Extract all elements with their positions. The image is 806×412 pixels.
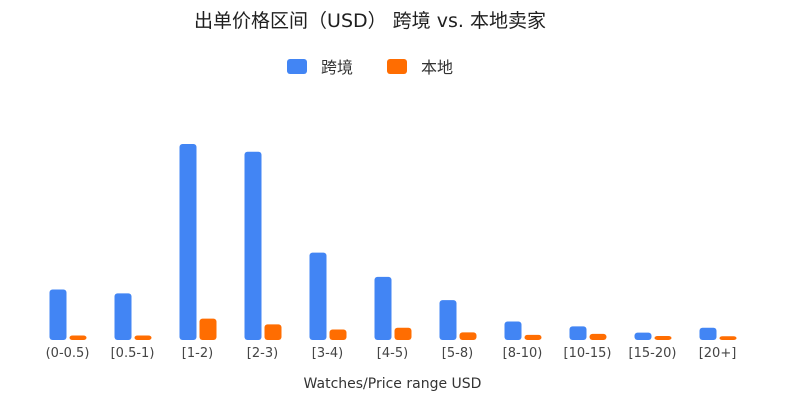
bar-local-2[interactable] <box>199 318 217 340</box>
bar-cross-border-0[interactable] <box>49 289 67 341</box>
bar-local-0[interactable] <box>69 335 87 340</box>
bar-local-4[interactable] <box>329 329 347 340</box>
bar-cross-border-3[interactable] <box>244 151 262 340</box>
bar-cross-border-2[interactable] <box>179 144 197 340</box>
x-tick-label-6: [5-8) <box>442 346 473 361</box>
x-tick-label-9: [15-20) <box>629 346 677 361</box>
x-tick-label-7: [8-10) <box>503 346 543 361</box>
bar-local-3[interactable] <box>264 324 282 340</box>
bar-cross-border-10[interactable] <box>699 327 717 340</box>
bar-local-10[interactable] <box>719 336 737 340</box>
x-tick-label-4: [3-4) <box>312 346 343 361</box>
bar-local-8[interactable] <box>589 333 607 340</box>
x-tick-labels: (0-0.5) [0.5-1) [1-2) [2-3) [3-4) [4-5) [5-8) [… <box>46 346 737 361</box>
x-tick-label-1: [0.5-1) <box>111 346 155 361</box>
bar-local-6[interactable] <box>459 332 477 340</box>
bar-local-1[interactable] <box>134 335 152 340</box>
bar-cross-border-9[interactable] <box>634 332 652 340</box>
legend-label-local: 本地 <box>421 58 454 77</box>
legend-swatch-cross-border <box>286 58 307 74</box>
legend-item-cross-border[interactable]: 跨境 <box>286 54 353 78</box>
x-tick-label-8: [10-15) <box>564 346 612 361</box>
bar-cross-border-1[interactable] <box>114 293 132 340</box>
bar-cross-border-8[interactable] <box>569 326 587 340</box>
chart-title: 出单价格区间（USD） 跨境 vs. 本地卖家 <box>194 10 546 32</box>
bar-local-7[interactable] <box>524 334 542 340</box>
x-tick-label-0: (0-0.5) <box>46 346 90 361</box>
bar-cross-border-5[interactable] <box>374 276 392 340</box>
bar-local-9[interactable] <box>654 336 672 340</box>
bars-layer <box>49 144 737 341</box>
legend-label-cross-border: 跨境 <box>320 58 353 77</box>
legend-item-local[interactable]: 本地 <box>387 54 453 78</box>
bar-local-5[interactable] <box>394 327 412 340</box>
x-tick-label-10: [20+] <box>699 346 737 361</box>
x-tick-label-3: [2-3) <box>247 346 278 361</box>
bar-cross-border-6[interactable] <box>439 300 457 340</box>
x-tick-label-2: [1-2) <box>182 346 213 361</box>
x-axis-label: Watches/Price range USD <box>303 376 482 392</box>
x-tick-label-5: [4-5) <box>377 346 408 361</box>
bar-cross-border-4[interactable] <box>309 252 327 340</box>
legend-swatch-local <box>387 58 407 74</box>
bar-cross-border-7[interactable] <box>504 321 522 340</box>
legend: 跨境 本地 <box>0 54 740 78</box>
